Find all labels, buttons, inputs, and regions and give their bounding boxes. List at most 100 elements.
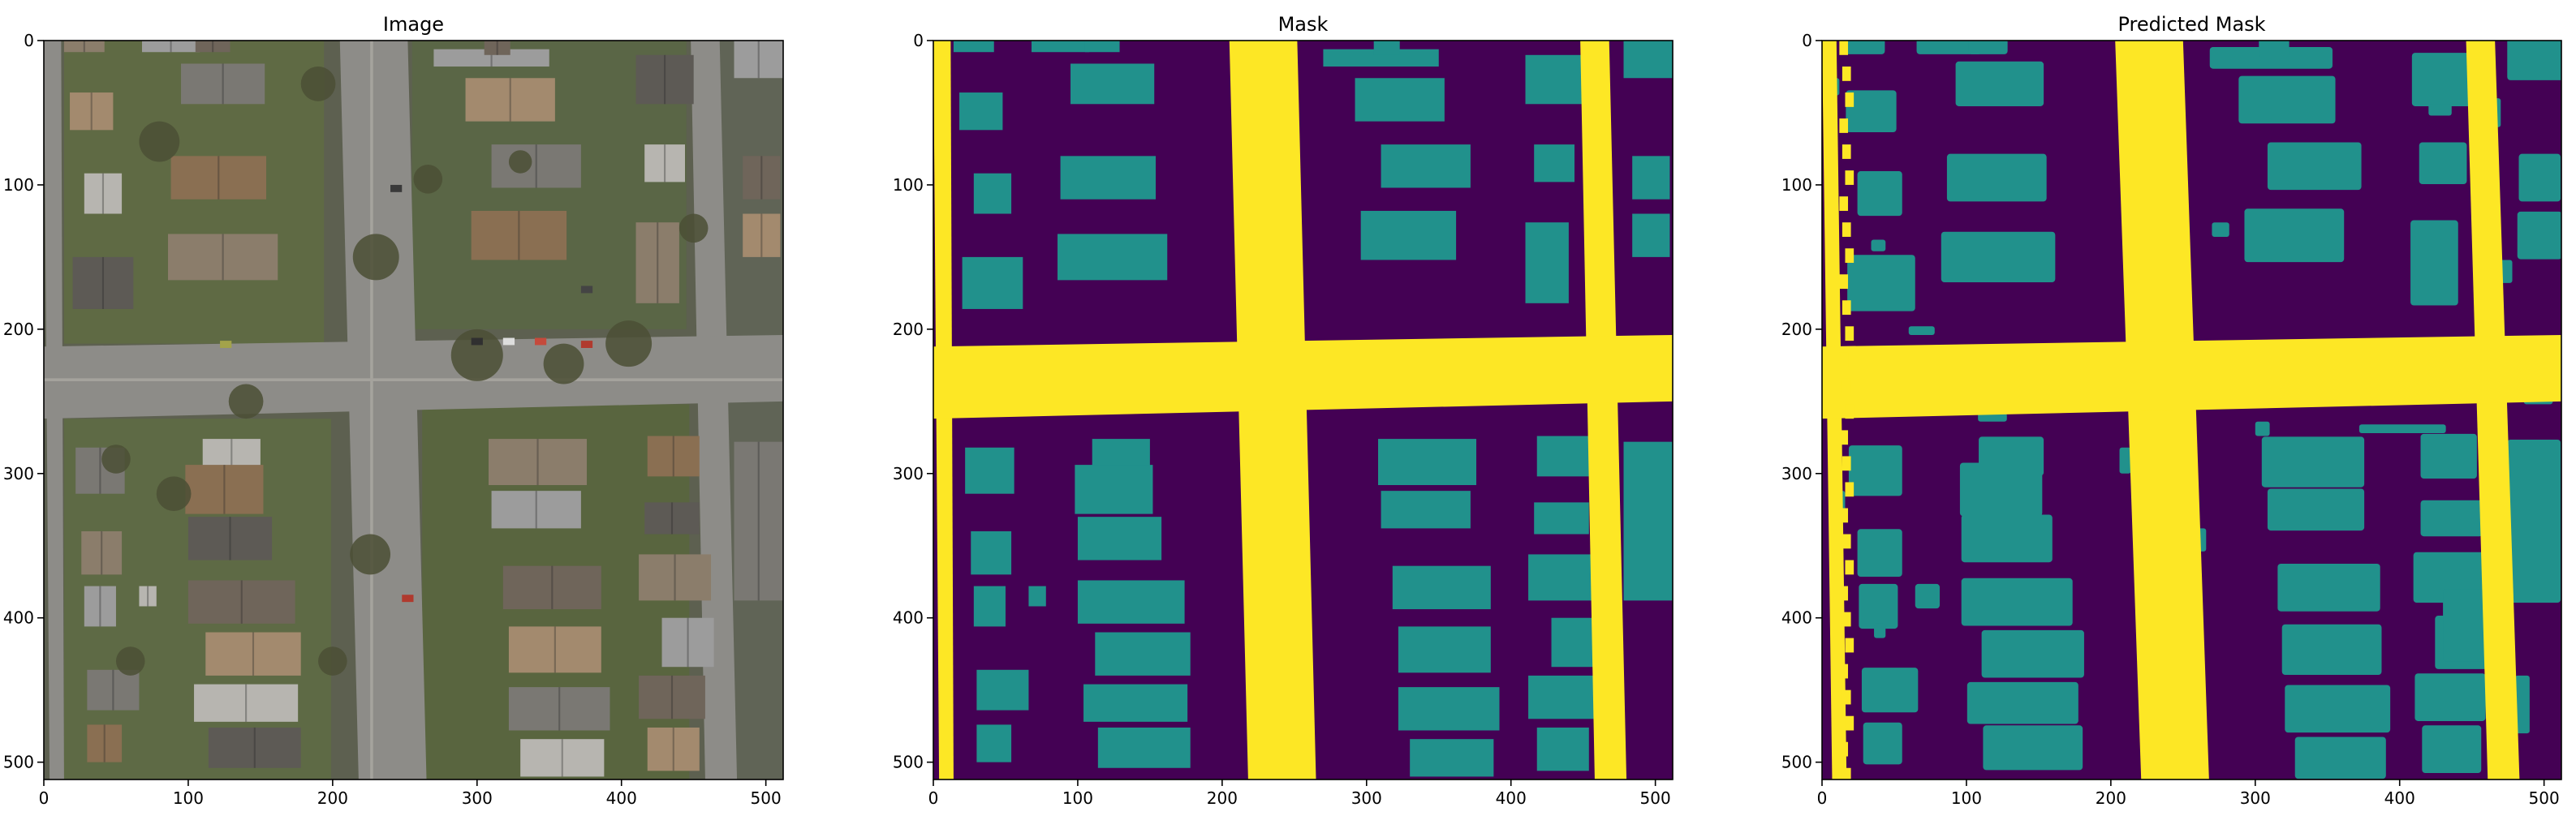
roof-ridge	[558, 687, 561, 731]
roof-ridge	[99, 586, 101, 627]
building-region	[1077, 580, 1185, 624]
roof-ridge	[536, 439, 539, 486]
tree-canopy	[115, 646, 145, 676]
house-roof	[489, 439, 588, 486]
y-tick-label: 300	[3, 464, 34, 483]
x-tick-label: 200	[2096, 788, 2126, 808]
roof-ridge	[245, 684, 248, 722]
tree-canopy	[318, 646, 347, 676]
axes-frame	[1821, 40, 2562, 780]
x-tick-label: 200	[317, 788, 348, 808]
x-tick-label: 0	[39, 788, 50, 808]
house-roof	[644, 502, 700, 535]
building-region	[1392, 565, 1491, 610]
building-region	[1534, 502, 1589, 535]
y-tick-label: 0	[1802, 31, 1812, 50]
x-tick-label: 500	[1640, 788, 1671, 808]
building-region	[1323, 49, 1439, 67]
panel-title: Mask	[1278, 13, 1329, 36]
building-region	[1968, 41, 2008, 54]
building-region	[1398, 687, 1500, 731]
house-roof	[87, 724, 123, 762]
building-region	[971, 530, 1012, 575]
building-region	[1915, 583, 1941, 609]
building-region	[1360, 210, 1457, 260]
car	[580, 341, 593, 348]
y-tick-label: 400	[3, 608, 34, 628]
building-region	[2281, 624, 2382, 676]
building-region	[2209, 47, 2333, 69]
y-tick-label: 200	[3, 320, 34, 339]
building-region	[1525, 222, 1569, 303]
roof-ridge	[103, 724, 106, 762]
roof-ridge	[101, 256, 105, 309]
roof-ridge	[218, 156, 220, 200]
road-region	[1580, 41, 1627, 779]
building-region	[1916, 41, 1982, 54]
building-region	[1632, 213, 1670, 257]
roof-ridge	[230, 439, 233, 474]
house-roof	[647, 727, 700, 771]
house-roof	[639, 675, 705, 719]
building-region	[2420, 500, 2483, 537]
y-tick-label: 200	[1781, 320, 1812, 339]
car	[534, 337, 547, 346]
y-tick-label: 500	[3, 753, 34, 772]
house-roof	[734, 41, 783, 79]
road-noise-region	[1842, 612, 1851, 627]
car	[220, 341, 232, 348]
roof-ridge	[561, 739, 563, 777]
building-region	[1847, 255, 1915, 311]
house-roof	[491, 491, 581, 529]
road-noise-region	[1845, 482, 1854, 497]
building-region	[1857, 529, 1902, 578]
roof-ridge	[670, 675, 674, 719]
house-roof	[734, 441, 783, 601]
building-region	[1028, 586, 1046, 607]
building-region	[2507, 41, 2561, 80]
roof-ridge	[101, 173, 105, 214]
roof-ridge	[674, 554, 676, 601]
building-region	[965, 447, 1014, 494]
road-noise-region	[1845, 326, 1854, 341]
x-tick-label: 300	[462, 788, 493, 808]
building-region	[2422, 725, 2482, 773]
building-region	[1528, 554, 1601, 601]
building-region	[2259, 41, 2290, 58]
roof-ridge	[518, 210, 520, 260]
roof-ridge	[535, 144, 537, 188]
car	[502, 337, 515, 346]
building-region	[1959, 462, 2043, 517]
x-tick-label: 0	[1817, 788, 1828, 808]
house-roof	[84, 173, 123, 214]
building-region	[973, 173, 1012, 214]
tree-canopy	[228, 384, 264, 419]
house-roof	[508, 626, 601, 673]
predicted-segmentation-mask	[1822, 41, 2561, 779]
building-region	[2267, 142, 2362, 191]
road-noise-region	[1842, 300, 1851, 316]
road-region	[933, 334, 1673, 419]
road-noise-region	[1839, 118, 1849, 133]
house-roof	[81, 530, 123, 575]
tree-canopy	[139, 121, 180, 162]
building-region	[1410, 739, 1494, 777]
x-tick-label: 100	[1951, 788, 1982, 808]
building-region	[1966, 681, 2078, 724]
building-region	[1381, 144, 1471, 188]
building-region	[1075, 465, 1153, 514]
house-roof	[433, 49, 549, 67]
car	[580, 286, 593, 294]
x-tick-label: 400	[2384, 788, 2415, 808]
roof-ridge	[535, 491, 537, 529]
house-roof	[639, 554, 712, 601]
road-noise-region	[1839, 508, 1849, 523]
house-roof	[661, 617, 714, 668]
building-region	[959, 92, 1003, 131]
road-noise-region	[1845, 170, 1854, 185]
car	[390, 184, 403, 192]
building-region	[1077, 517, 1162, 560]
road-noise-region	[1845, 715, 1854, 731]
tree-canopy	[101, 445, 131, 474]
